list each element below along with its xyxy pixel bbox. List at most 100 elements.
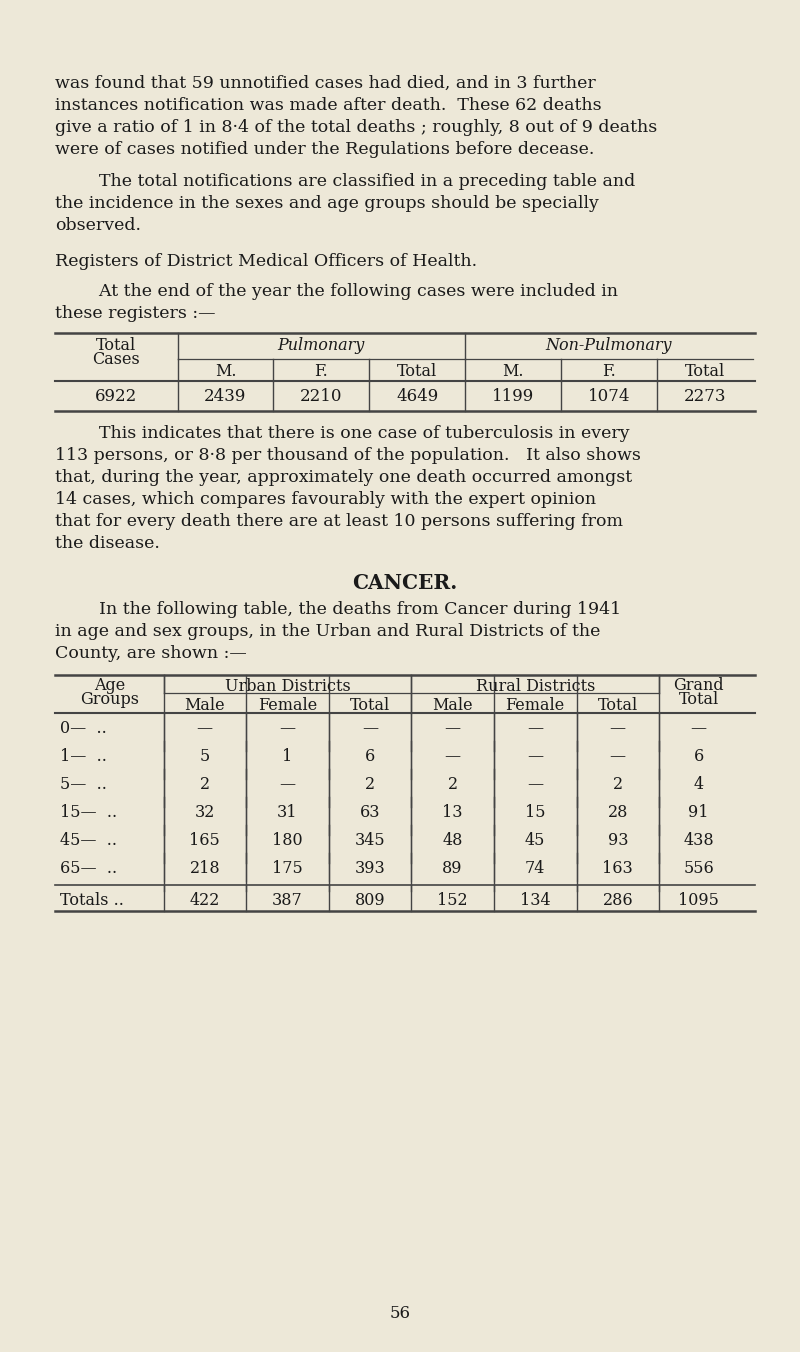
Text: Pulmonary: Pulmonary (278, 337, 365, 354)
Text: Non-Pulmonary: Non-Pulmonary (546, 337, 672, 354)
Text: 93: 93 (607, 831, 628, 849)
Text: Total: Total (96, 337, 136, 354)
Text: —: — (445, 721, 461, 737)
Text: Total: Total (598, 698, 638, 714)
Text: 2: 2 (365, 776, 375, 794)
Text: 175: 175 (272, 860, 302, 877)
Text: 556: 556 (683, 860, 714, 877)
Text: In the following table, the deaths from Cancer during 1941: In the following table, the deaths from … (55, 602, 621, 618)
Text: The total notifications are classified in a preceding table and: The total notifications are classified i… (55, 173, 635, 191)
Text: give a ratio of 1 in 8·4 of the total deaths ; roughly, 8 out of 9 deaths: give a ratio of 1 in 8·4 of the total de… (55, 119, 658, 137)
Text: observed.: observed. (55, 218, 141, 234)
Text: —: — (527, 721, 543, 737)
Text: —: — (445, 748, 461, 765)
Text: 74: 74 (525, 860, 546, 877)
Text: M.: M. (502, 362, 524, 380)
Text: Groups: Groups (80, 691, 138, 708)
Text: 28: 28 (608, 804, 628, 821)
Text: 113 persons, or 8·8 per thousand of the population.   It also shows: 113 persons, or 8·8 per thousand of the … (55, 448, 641, 464)
Text: 15—  ..: 15— .. (60, 804, 117, 821)
Text: Male: Male (432, 698, 473, 714)
Text: 13: 13 (442, 804, 463, 821)
Text: 6: 6 (365, 748, 375, 765)
Text: —: — (197, 721, 213, 737)
Text: Total: Total (350, 698, 390, 714)
Text: 134: 134 (520, 892, 550, 909)
Text: that for every death there are at least 10 persons suffering from: that for every death there are at least … (55, 512, 623, 530)
Text: Female: Female (506, 698, 565, 714)
Text: the incidence in the sexes and age groups should be specially: the incidence in the sexes and age group… (55, 195, 599, 212)
Text: Totals ..: Totals .. (60, 892, 124, 909)
Text: 6: 6 (694, 748, 704, 765)
Text: 89: 89 (442, 860, 463, 877)
Text: 422: 422 (190, 892, 220, 909)
Text: Total: Total (685, 362, 725, 380)
Text: 45—  ..: 45— .. (60, 831, 117, 849)
Text: 163: 163 (602, 860, 633, 877)
Text: 1199: 1199 (492, 388, 534, 406)
Text: these registers :—: these registers :— (55, 306, 215, 322)
Text: the disease.: the disease. (55, 535, 160, 552)
Text: 1095: 1095 (678, 892, 719, 909)
Text: was found that 59 unnotified cases had died, and in 3 further: was found that 59 unnotified cases had d… (55, 74, 596, 92)
Text: At the end of the year the following cases were included in: At the end of the year the following cas… (55, 283, 618, 300)
Text: 2: 2 (447, 776, 458, 794)
Text: 387: 387 (272, 892, 302, 909)
Text: 1: 1 (282, 748, 293, 765)
Text: —: — (610, 721, 626, 737)
Text: —: — (527, 776, 543, 794)
Text: 5: 5 (200, 748, 210, 765)
Text: 65—  ..: 65— .. (60, 860, 117, 877)
Text: 2: 2 (200, 776, 210, 794)
Text: 4649: 4649 (396, 388, 438, 406)
Text: —: — (279, 776, 295, 794)
Text: 91: 91 (689, 804, 709, 821)
Text: that, during the year, approximately one death occurred amongst: that, during the year, approximately one… (55, 469, 632, 485)
Text: —: — (362, 721, 378, 737)
Text: Female: Female (258, 698, 317, 714)
Text: F.: F. (602, 362, 616, 380)
Text: 2: 2 (613, 776, 623, 794)
Text: 218: 218 (190, 860, 220, 877)
Text: 165: 165 (190, 831, 220, 849)
Text: Male: Male (185, 698, 225, 714)
Text: 56: 56 (390, 1305, 410, 1322)
Text: 15: 15 (525, 804, 546, 821)
Text: 393: 393 (354, 860, 386, 877)
Text: CANCER.: CANCER. (352, 573, 458, 594)
Text: 438: 438 (683, 831, 714, 849)
Text: Total: Total (397, 362, 438, 380)
Text: Age: Age (94, 677, 125, 694)
Text: Total: Total (678, 691, 718, 708)
Text: 809: 809 (354, 892, 386, 909)
Text: instances notification was made after death.  These 62 deaths: instances notification was made after de… (55, 97, 602, 114)
Text: Rural Districts: Rural Districts (475, 677, 595, 695)
Text: 32: 32 (194, 804, 215, 821)
Text: 1—  ..: 1— .. (60, 748, 107, 765)
Text: 0—  ..: 0— .. (60, 721, 106, 737)
Text: 4: 4 (694, 776, 704, 794)
Text: —: — (527, 748, 543, 765)
Text: 152: 152 (438, 892, 468, 909)
Text: 63: 63 (360, 804, 380, 821)
Text: 2273: 2273 (684, 388, 726, 406)
Text: F.: F. (314, 362, 328, 380)
Text: 48: 48 (442, 831, 462, 849)
Text: 2210: 2210 (300, 388, 342, 406)
Text: This indicates that there is one case of tuberculosis in every: This indicates that there is one case of… (55, 425, 630, 442)
Text: in age and sex groups, in the Urban and Rural Districts of the: in age and sex groups, in the Urban and … (55, 623, 600, 639)
Text: —: — (610, 748, 626, 765)
Text: M.: M. (214, 362, 236, 380)
Text: 14 cases, which compares favourably with the expert opinion: 14 cases, which compares favourably with… (55, 491, 596, 508)
Text: 45: 45 (525, 831, 546, 849)
Text: 5—  ..: 5— .. (60, 776, 107, 794)
Text: —: — (690, 721, 706, 737)
Text: 180: 180 (272, 831, 302, 849)
Text: County, are shown :—: County, are shown :— (55, 645, 246, 662)
Text: Urban Districts: Urban Districts (225, 677, 350, 695)
Text: 286: 286 (602, 892, 633, 909)
Text: 2439: 2439 (204, 388, 246, 406)
Text: 31: 31 (277, 804, 298, 821)
Text: Cases: Cases (92, 352, 140, 368)
Text: Registers of District Medical Officers of Health.: Registers of District Medical Officers o… (55, 253, 477, 270)
